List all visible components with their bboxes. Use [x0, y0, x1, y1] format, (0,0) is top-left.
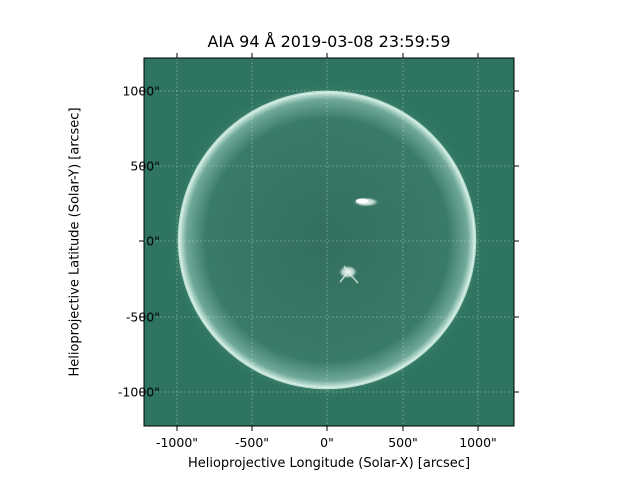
- x-tick-label: -1000": [155, 435, 199, 450]
- y-tick-label: -500": [125, 309, 160, 325]
- plot-title: AIA 94 Å 2019-03-08 23:59:59: [207, 32, 451, 51]
- y-tick-label: -1000": [117, 384, 160, 400]
- x-tick-label: 1000": [459, 435, 497, 450]
- x-axis-label: Helioprojective Longitude (Solar-X) [arc…: [187, 456, 471, 471]
- y-axis-label: Helioprojective Latitude (Solar-Y) [arcs…: [67, 107, 83, 377]
- tick-marks: [139, 53, 519, 431]
- x-tick-label: 0": [320, 435, 334, 450]
- x-tick-label: -500": [234, 435, 270, 450]
- grid: [144, 58, 514, 426]
- y-tick-label: 0": [146, 233, 160, 249]
- y-tick-label: 500": [130, 158, 160, 174]
- y-tick-label: 1000": [122, 83, 160, 99]
- active-region-south-loops: [339, 265, 359, 284]
- active-region-north-core: [356, 198, 368, 204]
- axes-frame: [143, 57, 515, 427]
- solar-disk: [179, 92, 475, 388]
- solar-limb: [177, 90, 477, 390]
- x-tick-label: 500": [388, 435, 418, 450]
